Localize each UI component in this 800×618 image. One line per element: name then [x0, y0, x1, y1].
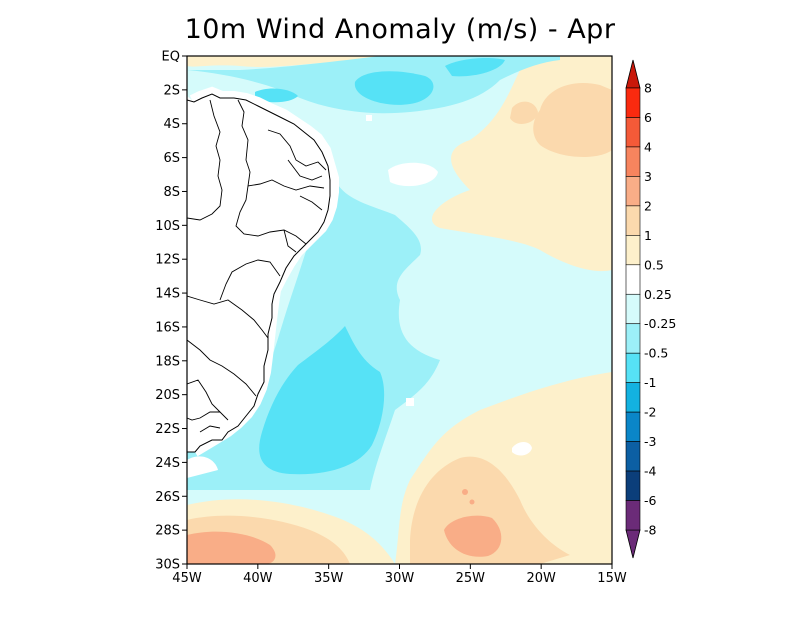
y-tick-label: 10S	[155, 219, 180, 234]
colorbar-label: 0.25	[644, 287, 672, 302]
x-tick-label: 20W	[526, 571, 556, 586]
colorbar-bottom-triangle	[625, 529, 641, 559]
colorbar-swatch	[625, 500, 641, 531]
x-tick-label: 40W	[243, 571, 273, 586]
zero-dot-1	[366, 115, 372, 121]
colorbar-label: 0.5	[644, 257, 664, 272]
negative-core-central	[259, 326, 385, 475]
positive-core-northeast-small	[510, 101, 538, 124]
colorbar-label: 4	[644, 139, 652, 154]
colorbar-label: -8	[644, 523, 657, 538]
positive-dot-south-2	[469, 499, 475, 505]
colorbar-label: 3	[644, 169, 652, 184]
colorbar-swatch	[625, 205, 641, 236]
colorbar-swatch	[625, 146, 641, 177]
colorbar-label: 1	[644, 228, 652, 243]
y-tick-label: 22S	[155, 422, 180, 437]
x-tick-label: 25W	[456, 571, 486, 586]
zero-dot-2	[406, 398, 414, 406]
positive-core-northeast	[533, 82, 612, 157]
y-tick-label: 2S	[163, 83, 180, 98]
positive-dot-south	[462, 489, 468, 495]
y-tick-label: EQ	[162, 50, 180, 65]
x-tick-label: 30W	[385, 571, 415, 586]
y-axis: EQ 2S 4S 6S 8S 10S 12S 14S 16S 18S 20S 22S 24S 26S 28S…	[155, 50, 187, 573]
colorbar-label: -3	[644, 434, 656, 449]
colorbar-swatch	[625, 382, 641, 413]
y-tick-label: 20S	[155, 388, 180, 403]
colorbar-swatch	[625, 117, 641, 148]
y-tick-label: 24S	[155, 456, 180, 471]
x-tick-label: 35W	[314, 571, 344, 586]
y-tick-label: 14S	[155, 287, 180, 302]
colorbar-swatch	[625, 411, 641, 442]
zero-gap-west	[187, 456, 218, 478]
y-tick-label: 12S	[155, 253, 180, 268]
zero-gap-northeast	[388, 162, 438, 187]
negative-core-north-2	[445, 58, 505, 77]
negative-gap-south	[512, 442, 532, 456]
colorbar-top-triangle	[625, 59, 641, 89]
colorbar-swatch	[625, 176, 641, 207]
y-tick-label: 18S	[155, 354, 180, 369]
colorbar-label: 6	[644, 110, 652, 125]
colorbar-label: -1	[644, 375, 656, 390]
y-tick-label: 6S	[163, 151, 180, 166]
colorbar-label: -0.25	[644, 316, 676, 331]
colorbar-swatch	[625, 264, 641, 295]
chart-title: 10m Wind Anomaly (m/s) - Apr	[184, 14, 616, 45]
colorbar-swatch	[625, 441, 641, 472]
colorbar-swatch	[625, 87, 641, 118]
y-tick-label: 4S	[163, 117, 180, 132]
x-axis: 45W 40W 35W 30W 25W 20W 15W	[172, 564, 627, 586]
anomaly-field	[187, 56, 612, 564]
colorbar-swatch	[625, 323, 641, 354]
colorbar: 8 6 4 3 2 1 0.5 0.25 -0.25 -0.5 -1 -2 -3 -4 -6 -8	[625, 59, 676, 559]
y-tick-label: 8S	[163, 185, 180, 200]
x-tick-label: 45W	[172, 571, 202, 586]
state-borders	[187, 99, 327, 433]
colorbar-label: -2	[644, 405, 656, 420]
colorbar-label: 8	[644, 81, 652, 96]
colorbar-label: -0.5	[644, 346, 668, 361]
positive-core-south-2	[444, 515, 502, 557]
colorbar-label: -6	[644, 493, 657, 508]
negative-core-north	[354, 71, 434, 105]
colorbar-swatch	[625, 293, 641, 325]
colorbar-label: -4	[644, 464, 657, 479]
colorbar-swatch	[625, 352, 641, 383]
x-tick-label: 15W	[597, 571, 627, 586]
y-tick-label: 26S	[155, 490, 180, 505]
y-tick-label: 30S	[155, 558, 180, 573]
negative-core-coast	[255, 88, 298, 103]
colorbar-label: 2	[644, 198, 652, 213]
colorbar-swatch	[625, 470, 641, 501]
land-south-america	[187, 56, 334, 452]
y-tick-label: 16S	[155, 320, 180, 335]
positive-peak-southwest	[187, 531, 276, 564]
colorbar-swatch	[625, 235, 641, 266]
y-tick-label: 28S	[155, 524, 180, 539]
